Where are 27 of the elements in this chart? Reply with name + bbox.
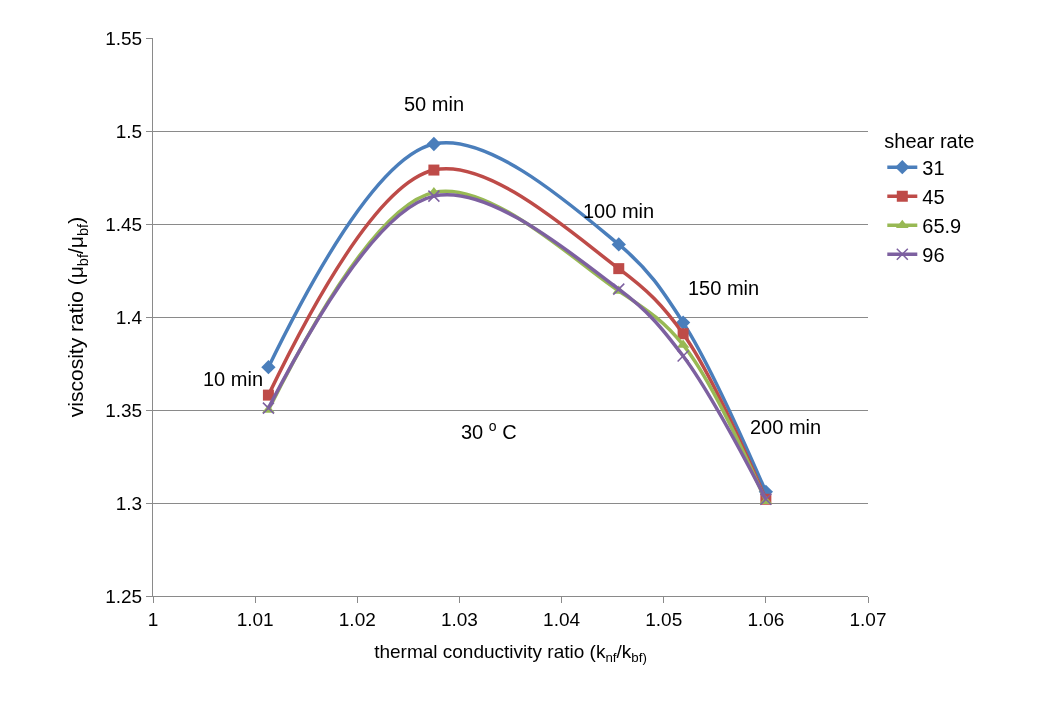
legend-label: 96 <box>922 244 945 266</box>
x-tick-label: 1.04 <box>543 608 581 630</box>
legend-label: 65.9 <box>922 215 962 237</box>
x-tick-label: 1.05 <box>645 608 683 630</box>
x-tick-label: 1.03 <box>440 608 478 630</box>
y-tick-label: 1.4 <box>115 306 143 328</box>
y-tick-label: 1.35 <box>105 399 143 421</box>
x-tick-label: 1.02 <box>338 608 376 630</box>
x-tick-label: 1 <box>147 608 159 630</box>
annotation: 50 min <box>404 93 465 115</box>
x-axis-title: thermal conductivity ratio (k$_{nf}$/k$_{bf)}$ <box>374 640 647 665</box>
y-tick-label: 1.45 <box>105 213 143 235</box>
x-tick-label: 1.06 <box>747 608 785 630</box>
legend-label: 45 <box>922 186 945 208</box>
annotation: 200 min <box>750 416 822 438</box>
annotation: 100 min <box>583 200 655 222</box>
legend-title: shear rate <box>884 129 975 152</box>
y-tick-label: 1.5 <box>115 120 143 142</box>
annotation: 150 min <box>688 277 760 299</box>
y-tick-label: 1.55 <box>105 27 143 49</box>
annotation: 10 min <box>203 368 264 390</box>
legend-label: 31 <box>922 157 945 179</box>
y-tick-label: 1.25 <box>105 585 143 607</box>
y-tick-label: 1.3 <box>115 492 143 514</box>
x-tick-label: 1.07 <box>849 608 887 630</box>
x-tick-label: 1.01 <box>236 608 274 630</box>
annotation: 30 $^{o}$ C <box>461 418 517 444</box>
